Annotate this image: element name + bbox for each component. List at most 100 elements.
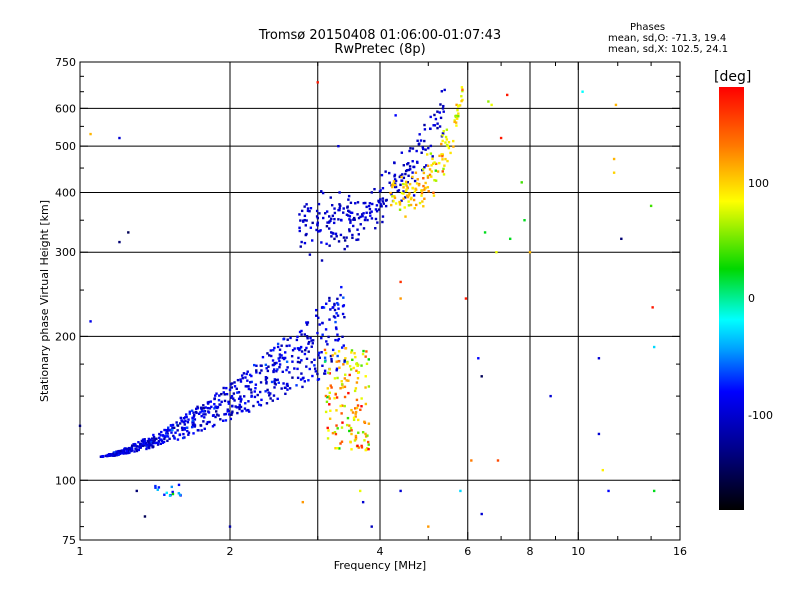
echo-point [300, 359, 303, 362]
echo-point [401, 173, 404, 176]
echo-point [213, 402, 216, 406]
echo-point [368, 207, 372, 211]
echo-point [149, 441, 152, 444]
echo-point [130, 444, 134, 447]
echo-point [193, 425, 196, 428]
echo-point [155, 437, 158, 440]
echo-point [152, 440, 155, 443]
echo-point [355, 238, 358, 242]
echo-point [335, 369, 338, 372]
echo-point [357, 431, 360, 434]
echo-point [367, 443, 370, 446]
echo-point [415, 203, 418, 207]
echo-point [135, 445, 139, 448]
echo-point [348, 365, 352, 368]
echo-point [332, 315, 336, 318]
echo-point [158, 436, 161, 440]
echo-point [343, 315, 346, 319]
echo-point [318, 229, 321, 233]
echo-point [421, 189, 424, 192]
echo-point [384, 170, 387, 173]
echo-point [220, 392, 223, 396]
y-axis-label: Stationary phase Virtual Height [km] [38, 200, 51, 402]
echo-point [187, 418, 190, 421]
echo-point [355, 398, 359, 402]
echo-point [409, 147, 412, 150]
echo-point [142, 442, 145, 446]
echo-point [106, 453, 110, 457]
echo-point [353, 407, 357, 410]
echo-point [407, 174, 410, 177]
isolated-echo-point [464, 297, 468, 300]
isolated-echo-point [477, 357, 480, 360]
echo-point [296, 360, 300, 364]
isolated-echo-point [316, 81, 319, 84]
echo-point [350, 349, 354, 352]
echo-point [447, 141, 451, 144]
echo-point [339, 293, 342, 297]
echo-point [124, 451, 127, 454]
echo-point [348, 228, 351, 231]
echo-point [157, 439, 161, 443]
echo-point [239, 397, 242, 400]
echo-point [196, 407, 199, 410]
echo-point [226, 408, 229, 411]
echo-point [171, 492, 175, 496]
echo-point [278, 359, 281, 363]
echo-point [245, 372, 248, 376]
echo-point [333, 302, 336, 306]
x-tick-label: 2 [227, 545, 234, 558]
echo-point [433, 161, 436, 164]
echo-point [343, 247, 346, 251]
echo-point [267, 391, 270, 394]
echo-point [356, 213, 359, 216]
echo-point [412, 198, 416, 202]
isolated-echo-point [427, 525, 430, 528]
echo-point [147, 446, 150, 449]
colorbar-tick-label: -100 [748, 409, 773, 422]
echo-point [381, 215, 385, 218]
echo-point [298, 330, 302, 334]
echo-point [381, 200, 384, 203]
echo-point [250, 391, 253, 394]
echo-point [340, 383, 344, 386]
echo-point [282, 337, 285, 341]
echo-point [159, 434, 162, 437]
echo-point [310, 345, 313, 348]
echo-point [411, 171, 414, 174]
echo-point [215, 392, 218, 395]
echo-point [379, 203, 382, 206]
echo-point [356, 228, 359, 231]
echo-point [393, 173, 397, 177]
echo-point [334, 326, 338, 329]
echo-point [354, 387, 358, 390]
echo-point [321, 321, 324, 325]
echo-point [245, 409, 248, 412]
echo-point [384, 204, 388, 208]
echo-point [421, 147, 425, 151]
phases-o-mode-stats: mean, sd,O: -71.3, 19.4 [608, 33, 727, 44]
echo-point [402, 186, 405, 189]
echo-point [439, 103, 442, 106]
isolated-echo-point [549, 394, 552, 398]
echo-point [342, 296, 345, 299]
echo-point [362, 227, 366, 230]
echo-point [339, 233, 343, 237]
echo-point [438, 111, 441, 114]
echo-point [171, 423, 175, 427]
echo-point [238, 403, 241, 407]
echo-point [291, 360, 294, 363]
echo-point [321, 305, 324, 309]
echo-point [299, 219, 302, 222]
echo-point [293, 367, 296, 370]
echo-point [320, 241, 323, 244]
echo-point [154, 484, 157, 488]
echo-point [409, 203, 413, 207]
echo-point [275, 370, 278, 373]
echo-point [321, 191, 325, 195]
echo-point [456, 117, 459, 120]
echo-point [264, 378, 268, 381]
echo-point [332, 232, 335, 235]
echo-point [398, 175, 401, 179]
